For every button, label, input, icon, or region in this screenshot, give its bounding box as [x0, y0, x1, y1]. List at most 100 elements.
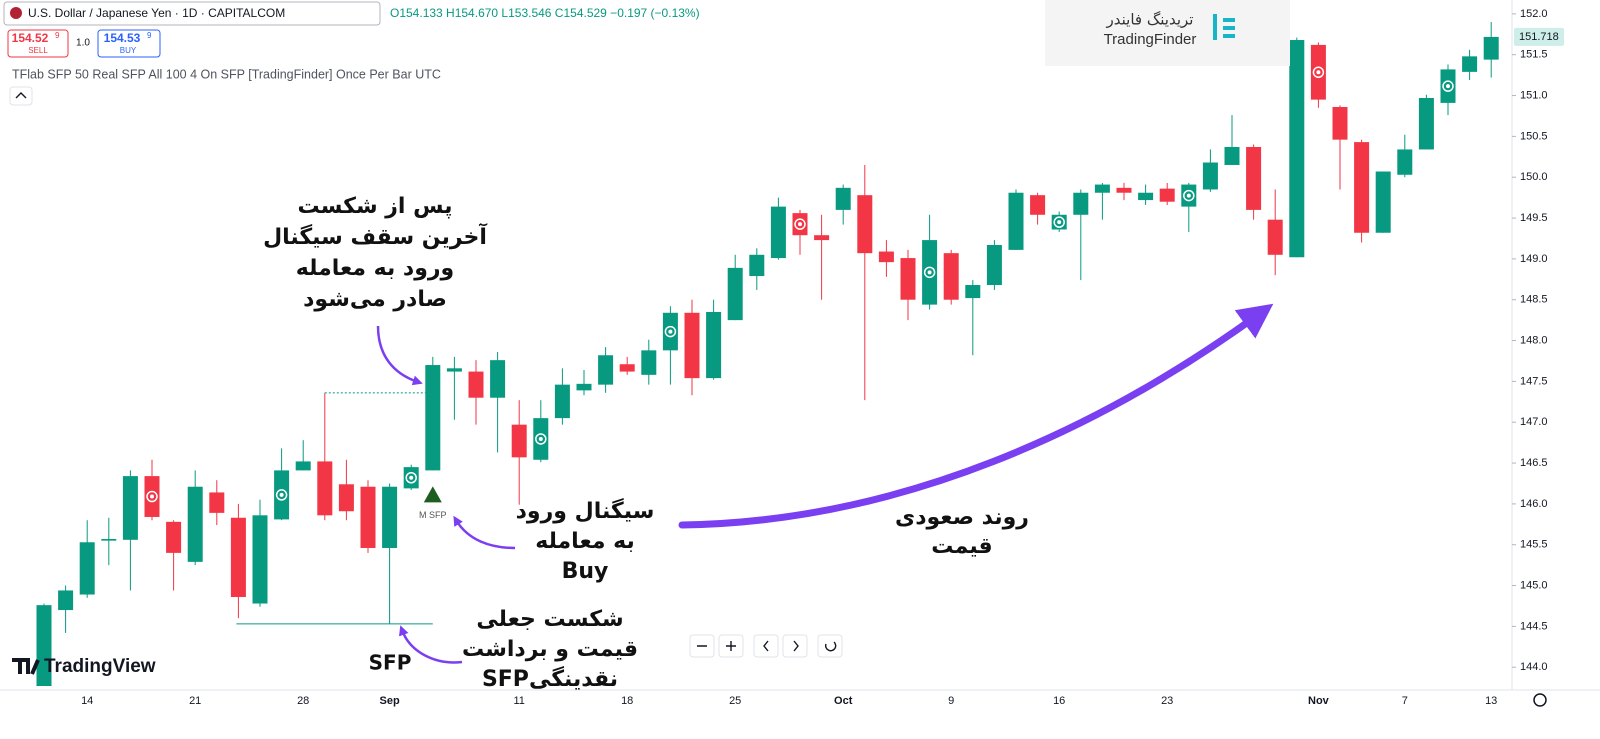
indicator-dot-core [1186, 193, 1191, 198]
settings-icon[interactable] [1533, 693, 1547, 707]
nav-buttons [689, 634, 843, 658]
symbol-box[interactable] [3, 1, 381, 26]
signal-label: M SFP [419, 510, 447, 520]
indicator-dot [1312, 66, 1325, 79]
candle-body [1375, 171, 1391, 233]
x-tick-label: 13 [1485, 695, 1497, 707]
indicator-dot [794, 218, 806, 230]
candle-body [511, 424, 527, 458]
indicator-dot [1442, 80, 1454, 92]
x-tick-label: 14 [81, 695, 93, 707]
y-tick-label: 148.5 [1520, 294, 1548, 306]
candle-body [749, 254, 765, 277]
buy-label: BUY [120, 46, 137, 55]
candle-body [360, 486, 376, 548]
indicator-dot [664, 325, 677, 338]
candle-body [1008, 192, 1024, 250]
logo-fa: تریدینگ فایندر [1106, 11, 1194, 29]
flag-icon [10, 7, 22, 19]
candle-body [1030, 195, 1046, 215]
candle-body [338, 484, 354, 512]
y-tick-label: 144.5 [1520, 620, 1548, 632]
indicator-dot-core [150, 494, 154, 499]
sell-label: SELL [28, 46, 48, 55]
x-tick-label: 9 [948, 695, 954, 707]
candle-body [101, 539, 117, 541]
reset[interactable] [817, 634, 843, 658]
candle-body [36, 605, 52, 686]
x-tick-label: 25 [729, 695, 741, 707]
candle-body [684, 312, 700, 379]
annotations: پس از شکست آخرین سقف سیگنال ورود به معامله… [263, 194, 1029, 692]
logo-en: TradingFinder [1104, 31, 1197, 48]
annotation: به معامله [535, 529, 635, 554]
candle-body [900, 258, 916, 300]
annotation: شکست جعلی [476, 607, 623, 632]
candle-body [1332, 106, 1348, 140]
candle-body [1202, 162, 1218, 190]
indicator-dot-core [668, 329, 673, 334]
candle-body [446, 368, 462, 372]
candle-body [1116, 187, 1132, 193]
indicator-dot [1183, 189, 1195, 202]
annotation: نقدینگیSFP [482, 665, 618, 692]
candle-body [58, 590, 74, 611]
sfp-label: SFP [369, 651, 412, 675]
collapse-button[interactable] [9, 86, 33, 106]
buy-button[interactable] [97, 29, 161, 58]
y-tick-label: 146.0 [1520, 498, 1548, 510]
candle-body [1159, 188, 1175, 202]
arrow [376, 325, 423, 386]
indicator-dot [923, 266, 936, 279]
candle-body [641, 350, 657, 375]
annotation: قیمت [931, 534, 992, 559]
candle-body [1224, 147, 1240, 165]
candle-body [857, 195, 873, 254]
sell-button[interactable] [7, 29, 69, 58]
candle-body [230, 517, 246, 597]
candle-body [1267, 219, 1283, 255]
candle-body [1289, 40, 1305, 258]
indicator-dot [535, 433, 547, 445]
y-tick-label: 145.0 [1520, 579, 1548, 591]
y-tick-label: 150.5 [1520, 130, 1548, 142]
sell-price-sup: 9 [55, 31, 60, 40]
candle-body [122, 476, 138, 540]
indicator-dot-core [1316, 70, 1321, 75]
y-tick-label: 151.5 [1520, 49, 1548, 61]
annotation: صادر می‌شود [303, 287, 447, 312]
buy-signal [423, 486, 442, 503]
candle-body [166, 521, 182, 553]
indicator-dot [146, 490, 158, 503]
indicator-dot-core [798, 222, 802, 227]
ohlc: O154.133 H154.670 L153.546 C154.529 −0.1… [390, 6, 700, 20]
candle-body [317, 461, 333, 516]
candle-body [965, 285, 981, 299]
x-tick-label: 21 [189, 695, 201, 707]
quantity: 1.0 [76, 38, 90, 49]
candle-body [814, 235, 830, 241]
buy-price-sup: 9 [147, 31, 152, 40]
indicator-dot [405, 472, 417, 484]
scroll-right[interactable] [782, 634, 808, 658]
x-tick-label: 7 [1402, 695, 1408, 707]
indicator-name: TFlab SFP 50 Real SFP All 100 4 On SFP [… [12, 67, 441, 81]
annotation: قیمت و برداشت [462, 637, 638, 662]
annotation: پس از شکست [298, 194, 453, 219]
scroll-left[interactable] [753, 634, 779, 658]
candle-body [943, 253, 959, 300]
plot-area: 144.0 144.5 145.0 145.5 146.0 146.5 147.0 147.5… [0, 0, 1600, 707]
y-tick-label: 145.5 [1520, 539, 1548, 551]
y-tick-label: 147.0 [1520, 416, 1548, 428]
annotation: سیگنال ورود [516, 497, 655, 524]
annotation: ورود به معامله [296, 256, 454, 281]
tv-icon [12, 658, 40, 675]
y-tick-label: 144.0 [1520, 661, 1548, 673]
y-tick-label: 149.0 [1520, 253, 1548, 265]
sell-price: 154.52 [12, 31, 49, 45]
arrow [399, 625, 463, 664]
candle-body [1094, 184, 1110, 193]
indicator-dot-core [1446, 84, 1450, 89]
x-tick-label: Sep [380, 695, 400, 707]
